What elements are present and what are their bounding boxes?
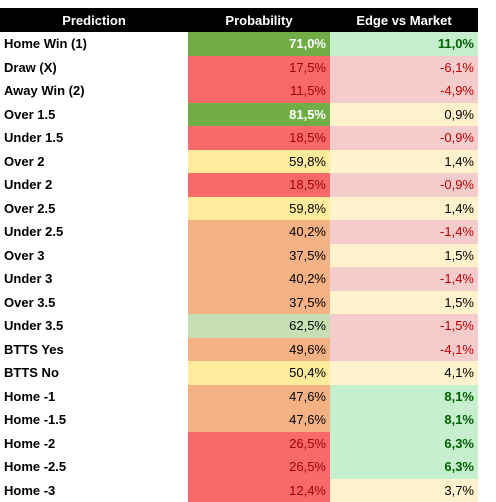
prediction-cell: Home -1.5	[0, 408, 188, 432]
edge-cell: -1,4%	[330, 267, 478, 291]
prediction-cell: Over 1.5	[0, 103, 188, 127]
prediction-cell: Home -1	[0, 385, 188, 409]
edge-cell: 1,5%	[330, 244, 478, 268]
probability-cell: 59,8%	[188, 197, 330, 221]
probability-cell: 49,6%	[188, 338, 330, 362]
table-row: Away Win (2)11,5%-4,9%	[0, 79, 478, 103]
edge-cell: -4,9%	[330, 79, 478, 103]
edge-cell: -4,1%	[330, 338, 478, 362]
probability-cell: 37,5%	[188, 244, 330, 268]
probability-cell: 26,5%	[188, 432, 330, 456]
prediction-cell: Over 2	[0, 150, 188, 174]
edge-cell: 6,3%	[330, 455, 478, 479]
probability-cell: 12,4%	[188, 479, 330, 502]
header-cell: Edge vs Market	[330, 8, 478, 32]
prediction-cell: Home -2.5	[0, 455, 188, 479]
probability-cell: 26,5%	[188, 455, 330, 479]
prediction-cell: Under 3.5	[0, 314, 188, 338]
edge-cell: 0,9%	[330, 103, 478, 127]
edge-cell: 11,0%	[330, 32, 478, 56]
prediction-cell: Over 2.5	[0, 197, 188, 221]
edge-cell: -6,1%	[330, 56, 478, 80]
prediction-cell: Over 3	[0, 244, 188, 268]
edge-cell: 6,3%	[330, 432, 478, 456]
probability-cell: 71,0%	[188, 32, 330, 56]
prediction-cell: Under 2.5	[0, 220, 188, 244]
probability-cell: 47,6%	[188, 408, 330, 432]
header-row: Prediction Probability Edge vs Market	[0, 8, 478, 32]
prediction-cell: BTTS No	[0, 361, 188, 385]
prediction-cell: Home -2	[0, 432, 188, 456]
edge-cell: -0,9%	[330, 126, 478, 150]
probability-cell: 37,5%	[188, 291, 330, 315]
probability-cell: 81,5%	[188, 103, 330, 127]
table-row: Home Win (1)71,0%11,0%	[0, 32, 478, 56]
prediction-cell: Under 2	[0, 173, 188, 197]
edge-cell: -1,5%	[330, 314, 478, 338]
edge-cell: 4,1%	[330, 361, 478, 385]
probability-cell: 18,5%	[188, 126, 330, 150]
edge-cell: -0,9%	[330, 173, 478, 197]
edge-cell: 8,1%	[330, 408, 478, 432]
header-cell: Probability	[188, 8, 330, 32]
probability-cell: 17,5%	[188, 56, 330, 80]
table: Prediction Probability Edge vs Market Ho…	[0, 8, 478, 502]
header-cell: Prediction	[0, 8, 188, 32]
edge-cell: 8,1%	[330, 385, 478, 409]
edge-cell: 1,5%	[330, 291, 478, 315]
prediction-cell: Over 3.5	[0, 291, 188, 315]
edge-cell: 1,4%	[330, 150, 478, 174]
probability-cell: 50,4%	[188, 361, 330, 385]
probability-cell: 47,6%	[188, 385, 330, 409]
table-row: Draw (X)17,5%-6,1%	[0, 56, 478, 80]
probability-cell: 18,5%	[188, 173, 330, 197]
prediction-cell: Home -3	[0, 479, 188, 502]
probability-cell: 62,5%	[188, 314, 330, 338]
prediction-cell: Away Win (2)	[0, 79, 188, 103]
probability-cell: 40,2%	[188, 267, 330, 291]
edge-cell: 1,4%	[330, 197, 478, 221]
prediction-cell: BTTS Yes	[0, 338, 188, 362]
prediction-cell: Under 1.5	[0, 126, 188, 150]
probability-cell: 59,8%	[188, 150, 330, 174]
probability-cell: 11,5%	[188, 79, 330, 103]
prediction-cell: Under 3	[0, 267, 188, 291]
edge-cell: 3,7%	[330, 479, 478, 502]
probability-cell: 40,2%	[188, 220, 330, 244]
prediction-cell: Home Win (1)	[0, 32, 188, 56]
prediction-cell: Draw (X)	[0, 56, 188, 80]
edge-cell: -1,4%	[330, 220, 478, 244]
